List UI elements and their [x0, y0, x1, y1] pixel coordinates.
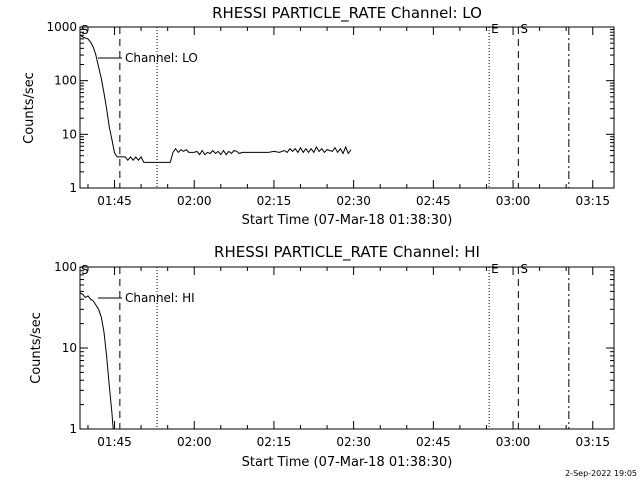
x-tick-label: 03:00: [496, 194, 531, 208]
x-tick-label: 02:30: [336, 435, 371, 449]
chart-panel-lo: 1 10 100 1000 01:45 02:00 02:15 02:30 02:45 03:00…: [46, 20, 615, 208]
x-tick-label: 01:45: [97, 194, 132, 208]
footer-timestamp: 2-Sep-2022 19:05: [565, 469, 637, 478]
y-axis-label-hi: Counts/sec: [29, 312, 44, 384]
start-marker-label: S: [81, 263, 89, 277]
y-tick-label: 10: [62, 341, 77, 355]
x-tick-label: 03:15: [575, 194, 610, 208]
x-axis-label-lo: Start Time (07-Mar-18 01:38:30): [242, 213, 453, 228]
x-tick-label: 03:00: [496, 435, 531, 449]
plot-frame: [79, 26, 615, 189]
start-marker-label: S: [81, 23, 89, 37]
event-marker-label: E: [491, 22, 499, 36]
x-axis-label-hi: Start Time (07-Mar-18 01:38:30): [242, 455, 453, 470]
x-tick-label: 03:15: [575, 435, 610, 449]
data-series-line: [79, 292, 114, 430]
x-tick-label: 02:45: [416, 194, 451, 208]
data-series-line: [79, 34, 352, 163]
y-tick-label: 10: [62, 127, 77, 141]
chart-title-lo: RHESSI PARTICLE_RATE Channel: LO: [212, 4, 482, 23]
x-tick-label: 02:15: [257, 194, 292, 208]
y-tick-label: 100: [54, 74, 77, 88]
event-marker-label: S: [520, 22, 528, 36]
event-marker-label: E: [491, 262, 499, 276]
x-tick-label: 02:00: [177, 435, 212, 449]
x-tick-label: 02:00: [177, 194, 212, 208]
y-tick-label: 1000: [46, 20, 77, 34]
y-tick-label: 100: [54, 260, 77, 274]
x-tick-label: 02:15: [257, 435, 292, 449]
legend-label: Channel: HI: [125, 291, 195, 305]
y-tick-label: 1: [69, 181, 77, 195]
chart-panel-hi: 1 10 100 01:45 02:00 02:15 02:30 02:45 03:00 03:1…: [54, 260, 615, 449]
x-tick-label: 02:45: [416, 435, 451, 449]
x-tick-label: 01:45: [97, 435, 132, 449]
y-tick-label: 1: [69, 422, 77, 436]
legend-label: Channel: LO: [125, 51, 198, 65]
x-tick-label: 02:30: [336, 194, 371, 208]
chart-title-hi: RHESSI PARTICLE_RATE Channel: HI: [214, 243, 480, 262]
y-axis-label-lo: Counts/sec: [22, 72, 37, 144]
event-marker-label: S: [520, 262, 528, 276]
